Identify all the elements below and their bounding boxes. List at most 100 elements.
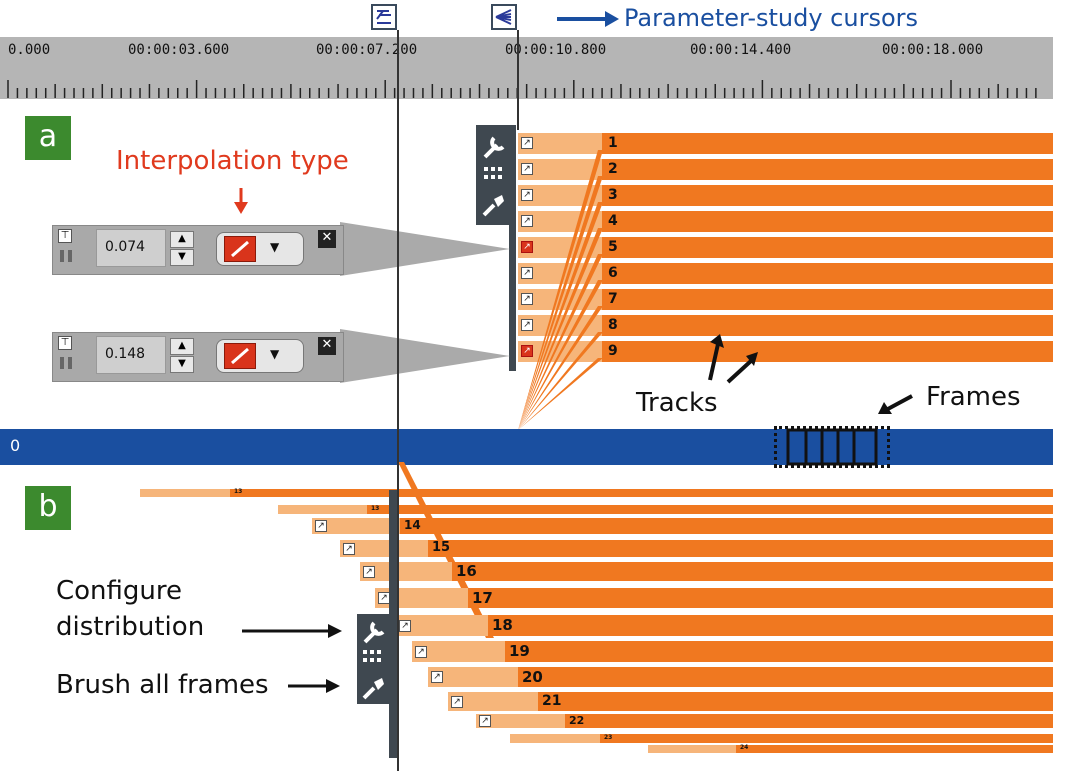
track-row[interactable]: ↗ 14 — [0, 518, 1053, 534]
tracks-annotation: Tracks — [636, 388, 718, 418]
track-number: 9 — [608, 343, 618, 359]
track-number: 15 — [432, 540, 451, 555]
pin-icon[interactable]: ⊤ — [58, 229, 72, 243]
parameter-study-cursors-annotation: Parameter-study cursors — [624, 4, 919, 32]
track-number: 21 — [542, 692, 562, 709]
track-bar — [600, 734, 1053, 743]
wrench-icon[interactable] — [360, 618, 388, 646]
track-lead — [518, 133, 602, 154]
track-number: 2 — [608, 161, 618, 177]
parameter-cursor-start-line[interactable] — [397, 30, 399, 771]
keyframe-icon[interactable]: ↗ — [431, 671, 443, 683]
track-bar — [230, 489, 1053, 497]
track-row[interactable]: ↗ 16 — [0, 562, 1053, 581]
brush-icon[interactable] — [360, 674, 388, 702]
track-bar — [565, 714, 1053, 728]
track-bar — [468, 588, 1053, 608]
main-track[interactable] — [0, 429, 1053, 465]
decrement-button[interactable]: ▼ — [170, 249, 194, 266]
grid-icon[interactable] — [361, 648, 385, 668]
track-lead — [476, 714, 565, 728]
track-scrollbar[interactable] — [509, 125, 516, 371]
track-scrollbar[interactable] — [389, 490, 397, 758]
frames-selection[interactable] — [774, 426, 890, 468]
keyframe-icon[interactable]: ↗ — [521, 215, 533, 227]
track-lead — [648, 745, 736, 753]
track-bar — [602, 341, 1053, 362]
increment-button[interactable]: ▲ — [170, 231, 194, 248]
track-bar — [602, 133, 1053, 154]
track-number: 16 — [456, 562, 477, 580]
track-row[interactable]: ↗ 15 — [0, 540, 1053, 557]
keyframe-icon[interactable]: ↗ — [451, 695, 463, 708]
blue-arrow-icon — [557, 11, 619, 27]
track-row[interactable]: ↗ 2 — [518, 159, 1053, 180]
track-row[interactable]: 13 — [0, 505, 1053, 514]
keyframe-value-field[interactable]: 0.074 — [96, 229, 166, 267]
track-number: 4 — [608, 213, 618, 229]
track-bar — [428, 540, 1053, 557]
chevron-down-icon[interactable]: ▼ — [270, 240, 280, 254]
panel-b-label: b — [25, 486, 71, 530]
keyframe-icon[interactable]: ↗ — [521, 267, 533, 279]
track-lead — [412, 641, 505, 662]
track-row[interactable]: 13 — [0, 488, 1053, 497]
keyframe-value-field[interactable]: 0.148 — [96, 336, 166, 374]
parameter-cursor-start-icon[interactable] — [371, 4, 397, 30]
decrement-button[interactable]: ▼ — [170, 356, 194, 373]
keyframe-icon[interactable]: ↗ — [521, 345, 533, 357]
ruler-ticks — [7, 80, 1037, 98]
keyframe-icon[interactable]: ↗ — [479, 715, 491, 727]
keyframe-icon[interactable]: ↗ — [521, 319, 533, 331]
track-fan — [518, 150, 603, 430]
track-lead — [518, 185, 602, 206]
track-row[interactable]: ↗ 1 — [518, 133, 1053, 154]
keyframe-icon[interactable]: ↗ — [343, 542, 355, 555]
brush-all-frames-annotation: Brush all frames — [56, 670, 269, 700]
keyframe-icon[interactable]: ↗ — [399, 619, 411, 632]
track-row[interactable]: ↗ 19 — [0, 641, 1053, 662]
brush-icon[interactable] — [480, 191, 508, 219]
keyframe-icon[interactable]: ↗ — [415, 645, 427, 658]
track-bar — [602, 237, 1053, 258]
keyframe-icon[interactable]: ↗ — [315, 520, 327, 532]
track-row[interactable]: ↗ 22 — [0, 714, 1053, 728]
close-icon[interactable]: ✕ — [318, 230, 336, 248]
ruler-tick-label: 00:00:07.200 — [316, 42, 418, 58]
configure-distribution-annotation: Configure — [56, 576, 183, 606]
track-lead — [312, 518, 400, 534]
ruler-tick-label: 00:00:18.000 — [882, 42, 984, 58]
track-row[interactable]: ↗ 21 — [0, 692, 1053, 711]
track-row[interactable]: 23 — [0, 734, 1053, 743]
track-number: 13 — [234, 488, 243, 495]
keyframe-icon[interactable]: ↗ — [521, 293, 533, 305]
black-arrow-icon — [288, 679, 340, 693]
keyframe-icon[interactable]: ↗ — [521, 163, 533, 175]
close-icon[interactable]: ✕ — [318, 337, 336, 355]
parameter-cursor-end-icon[interactable] — [491, 4, 517, 30]
editor-callout — [340, 329, 510, 383]
ruler-tick-label: 00:00:10.800 — [505, 42, 607, 58]
track-bar — [602, 289, 1053, 310]
track-bar — [488, 615, 1053, 636]
keyframe-icon[interactable]: ↗ — [521, 137, 533, 149]
track-row[interactable]: ↗ 20 — [0, 667, 1053, 687]
black-arrow-icon — [878, 394, 913, 414]
track-row[interactable]: ↗ 18 — [0, 615, 1053, 636]
pin-icon[interactable]: ⊤ — [58, 336, 72, 350]
chevron-down-icon[interactable]: ▼ — [270, 347, 280, 361]
track-number: 7 — [608, 291, 618, 307]
wrench-icon[interactable] — [480, 133, 508, 161]
track-row[interactable]: 24 — [0, 744, 1053, 753]
keyframe-icon[interactable]: ↗ — [521, 241, 533, 253]
increment-button[interactable]: ▲ — [170, 338, 194, 355]
parameter-cursor-end-line[interactable] — [517, 30, 519, 130]
track-bar — [452, 562, 1053, 581]
track-row[interactable]: ↗ 3 — [518, 185, 1053, 206]
keyframe-icon[interactable]: ↗ — [363, 565, 375, 578]
black-arrow-icon — [242, 624, 342, 638]
track-lead — [140, 489, 230, 497]
grid-icon[interactable] — [482, 165, 506, 185]
track-number: 19 — [509, 642, 530, 660]
keyframe-icon[interactable]: ↗ — [521, 189, 533, 201]
